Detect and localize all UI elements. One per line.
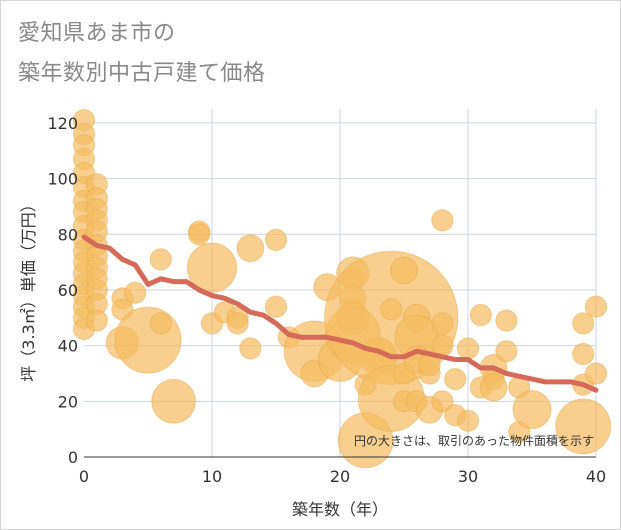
tick-labels: 0 10 20 30 40 0 20 40 60 80 100 120 — [47, 114, 606, 486]
bubble-point — [239, 337, 262, 360]
y-axis-label: 坪（3.3㎡）単価（万円） — [19, 196, 38, 381]
bubble-point — [151, 379, 196, 424]
bubble-point — [149, 312, 172, 335]
bubble-point — [469, 303, 492, 327]
trend-line-layer — [81, 234, 599, 393]
bubble-point — [431, 390, 454, 413]
bubble-point — [124, 281, 147, 304]
x-tick-label: 40 — [586, 467, 606, 486]
y-tick-label: 60 — [58, 281, 78, 300]
bubble-point — [264, 228, 288, 251]
x-axis-label: 築年数（年） — [292, 500, 388, 519]
bubble-point — [479, 373, 508, 402]
y-tick-label: 80 — [58, 225, 78, 244]
bubble-point — [512, 390, 552, 430]
x-tick-label: 0 — [79, 467, 89, 486]
chart-title-line-1: 愛知県あま市の — [18, 21, 176, 46]
y-tick-label: 120 — [47, 114, 78, 133]
bubble-point — [584, 295, 608, 318]
bubble-point — [236, 234, 265, 263]
bubble-point — [188, 223, 211, 246]
bubble-point — [186, 242, 238, 293]
bubble-point — [226, 312, 249, 335]
bubble-point — [572, 342, 595, 366]
y-tick-label: 100 — [47, 170, 78, 189]
bubble-point — [390, 256, 418, 285]
bubble-point — [431, 312, 454, 335]
size-note: 円の大きさは、取引のあった物件面積を示す — [354, 433, 594, 448]
chart-title-line-2: 築年数別中古戸建て価格 — [18, 61, 266, 86]
bubble-point — [380, 298, 403, 321]
x-tick-label: 30 — [458, 467, 478, 486]
y-tick-label: 20 — [58, 392, 78, 411]
bubble-point — [495, 340, 518, 363]
bubble-point — [572, 312, 595, 335]
y-tick-label: 0 — [68, 448, 78, 467]
bubble-point — [85, 309, 108, 332]
bubble-point — [456, 409, 480, 432]
bubble-point — [114, 306, 182, 374]
bubble-point — [555, 398, 612, 455]
bubble-point — [584, 362, 608, 385]
x-tick-label: 20 — [330, 467, 350, 486]
bubble-point — [431, 209, 454, 232]
average-price-line — [81, 234, 599, 393]
bubble-point — [495, 309, 518, 332]
bubble-layer — [72, 109, 612, 469]
y-tick-label: 40 — [58, 337, 78, 356]
bubble-point — [149, 248, 172, 271]
bubble-point — [444, 367, 467, 391]
bubble-point — [264, 295, 288, 318]
x-tick-label: 10 — [202, 467, 222, 486]
bubble-point — [456, 337, 480, 360]
